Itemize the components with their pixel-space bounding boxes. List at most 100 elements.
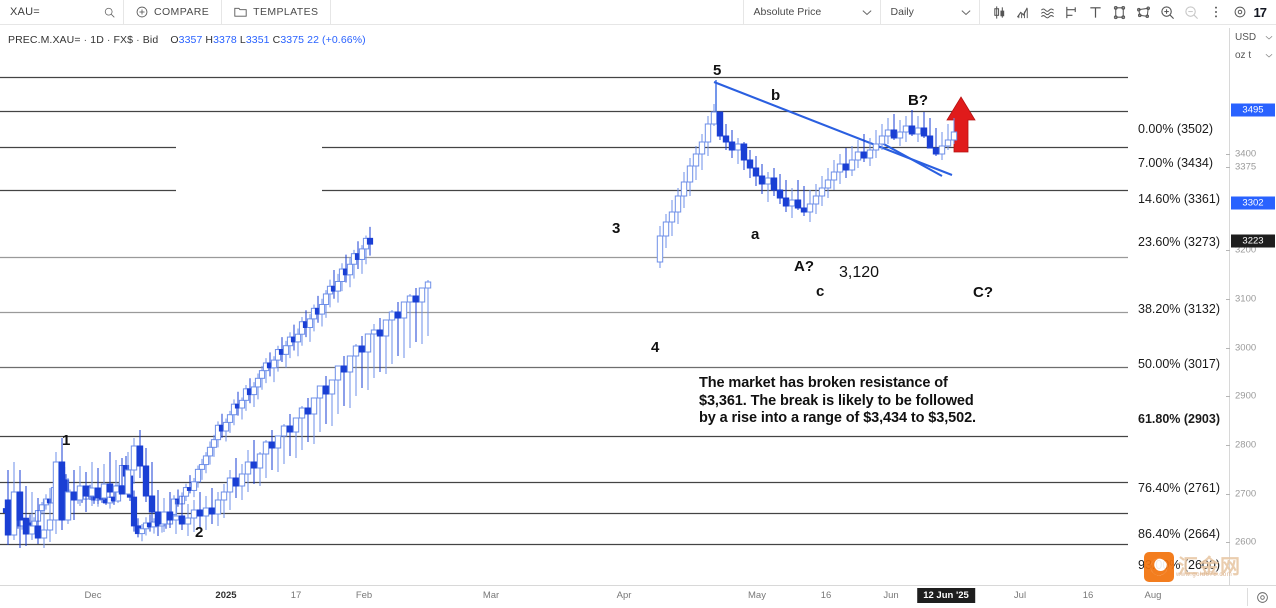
compare-label: COMPARE	[154, 6, 210, 18]
more-options-icon[interactable]	[1204, 0, 1228, 24]
top-toolbar: XAU= COMPARE	[0, 0, 1276, 25]
text-tool-icon[interactable]	[1084, 0, 1108, 24]
price-scale[interactable]: USD oz t 3400 3375 3200 3100 3000 2900 2800 270…	[1226, 28, 1276, 596]
fib-level-label: 86.40% (2664)	[1138, 527, 1221, 541]
high-label: H	[205, 34, 214, 46]
chart-svg	[0, 76, 1128, 548]
wave-label: b	[771, 87, 781, 104]
price-tick: 3400	[1235, 148, 1257, 160]
price-tick-mark	[1226, 348, 1230, 349]
wave-label: a	[751, 226, 760, 243]
info-interval: 1D	[90, 34, 104, 46]
open-value: 3357	[178, 34, 203, 46]
folder-icon	[234, 6, 247, 18]
chevron-down-icon	[1265, 53, 1273, 58]
fib-level-label: 7.00% (3434)	[1138, 156, 1214, 170]
price-tick-mark	[1226, 154, 1230, 155]
wave-label: 1	[62, 432, 71, 449]
price-tick: 2600	[1235, 536, 1257, 548]
price-tick-mark	[1226, 494, 1230, 495]
price-tick: 3000	[1235, 342, 1257, 354]
fib-level-label: 61.80% (2903)	[1138, 412, 1221, 426]
price-tick-mark	[1226, 250, 1230, 251]
price-mode-value: Absolute Price	[753, 6, 822, 18]
watermark-sub: www.gold678.com	[1176, 572, 1233, 578]
indicators-icon[interactable]	[1012, 0, 1036, 24]
time-tick: Apr	[616, 590, 632, 601]
time-scale[interactable]: Dec 2025 17 Feb Mar Apr May 16 Jun 12 Jun '25 Jul 1…	[0, 585, 1276, 608]
templates-button[interactable]: TEMPLATES	[222, 0, 332, 24]
currency-select[interactable]: USD	[1230, 28, 1276, 46]
plus-circle-icon	[136, 6, 148, 18]
wave-label: C?	[973, 284, 993, 301]
fib-level-label: 38.20% (3132)	[1138, 302, 1221, 316]
symbol-value: XAU=	[10, 6, 40, 18]
info-sep-1: ·	[83, 34, 88, 46]
time-tick: Feb	[355, 590, 373, 601]
settings-gear-icon[interactable]	[1228, 0, 1252, 24]
time-tick: 12 Jun '25	[917, 588, 975, 603]
time-tick: 16	[820, 590, 832, 601]
price-tick: 2900	[1235, 390, 1257, 402]
price-scale-unit-box: USD oz t	[1230, 28, 1276, 64]
fib-level-label: 23.60% (3273)	[1138, 235, 1221, 249]
zoom-out-icon[interactable]	[1180, 0, 1204, 24]
low-value: 3351	[245, 34, 270, 46]
drawing-tool-icon[interactable]	[1132, 0, 1156, 24]
fib-level-label: 14.60% (3361)	[1138, 192, 1221, 206]
info-sep-3: ·	[136, 34, 140, 46]
price-badge: 3223	[1231, 234, 1275, 248]
price-tick-mark	[1226, 445, 1230, 446]
chart-tools-group: 17	[978, 0, 1276, 24]
unit-value: oz t	[1235, 49, 1252, 61]
time-tick: 2025	[215, 590, 237, 601]
close-value: 3375	[280, 34, 305, 46]
price-tick-mark	[1226, 396, 1230, 397]
timescale-settings-icon[interactable]	[1254, 589, 1270, 605]
site-watermark: 汇金网 www.gold678.com	[1144, 552, 1241, 582]
symbol-info-line: PREC.M.XAU= · 1D · FX$ · Bid O3357 H3378…	[8, 34, 366, 46]
search-icon[interactable]	[104, 7, 115, 18]
price-mode-select[interactable]: Absolute Price	[742, 0, 880, 24]
price-tick-mark	[1226, 542, 1230, 543]
chevron-down-icon	[862, 9, 872, 16]
chart-canvas[interactable]	[0, 52, 1128, 585]
note-line-3: by a rise into a range of $3,434 to $3,5…	[699, 410, 976, 426]
info-sep-2: ·	[106, 34, 111, 46]
price-tick: 3375	[1235, 161, 1257, 173]
close-label: C	[272, 34, 281, 46]
time-tick: Jul	[1013, 590, 1027, 601]
wave-label: A?	[794, 258, 814, 275]
fib-level-label: 0.00% (3502)	[1138, 122, 1214, 136]
price-tick: 3200	[1235, 244, 1257, 256]
info-symbol: PREC.M.XAU=	[8, 34, 81, 46]
unit-select[interactable]: oz t	[1230, 46, 1276, 64]
high-value: 3378	[213, 34, 237, 46]
toolbar-spacer	[331, 0, 742, 24]
compare-button[interactable]: COMPARE	[124, 0, 223, 24]
price-badge: 3302	[1231, 196, 1275, 210]
compare-waves-icon[interactable]	[1036, 0, 1060, 24]
time-tick: May	[748, 590, 766, 601]
change-value: 22 (+0.66%)	[307, 34, 366, 46]
zoom-in-icon[interactable]	[1156, 0, 1180, 24]
shapes-tool-icon[interactable]	[1108, 0, 1132, 24]
price-tick: 2800	[1235, 439, 1257, 451]
wave-label: 4	[651, 339, 660, 356]
chevron-down-icon	[1265, 35, 1273, 40]
interval-select[interactable]: Daily	[879, 0, 979, 24]
price-tick: 2700	[1235, 488, 1257, 500]
symbol-search-input[interactable]: XAU=	[0, 0, 124, 24]
candlestick-chart-type-icon[interactable]	[988, 0, 1012, 24]
time-tick: Jun	[883, 590, 899, 601]
info-side: Bid	[142, 34, 159, 46]
price-tick-mark	[1226, 167, 1230, 168]
price-tick: 3100	[1235, 293, 1257, 305]
watermark-text: 汇金网	[1178, 556, 1241, 578]
wave-label: 2	[195, 524, 204, 541]
wave-label: 5	[713, 62, 722, 79]
measure-icon[interactable]	[1060, 0, 1084, 24]
time-tick: 16	[1082, 590, 1094, 601]
watermark-logo-icon	[1144, 552, 1174, 582]
